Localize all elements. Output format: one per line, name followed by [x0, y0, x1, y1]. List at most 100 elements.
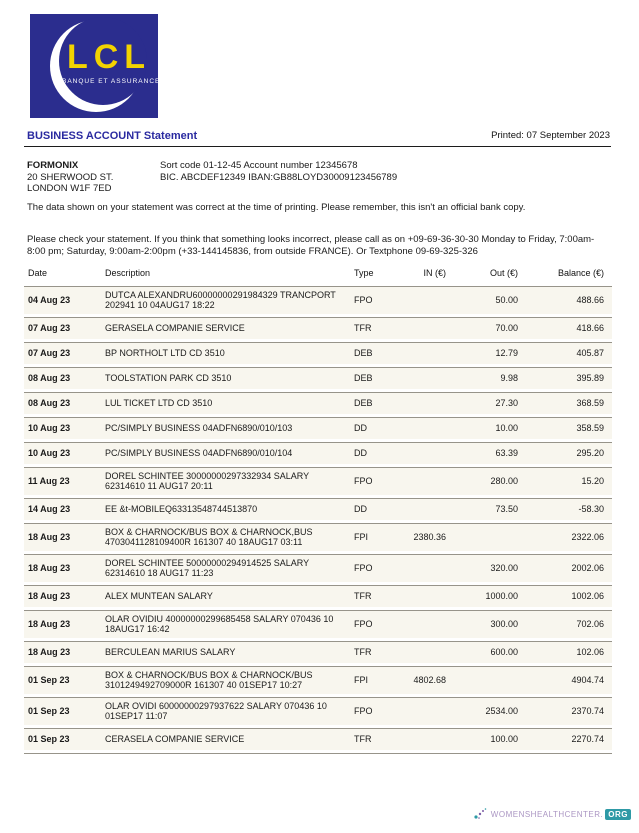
cell-description: EE &t-MOBILEQ63313548744513870 [105, 503, 258, 514]
table-row: 07 Aug 23 BP NORTHOLT LTD CD 3510 DEB 12.79… [24, 341, 612, 364]
cell-out: 300.00 [490, 618, 518, 629]
cell-balance: 702.06 [576, 618, 604, 629]
cell-out: 27.30 [495, 397, 518, 408]
cell-description: GERASELA COMPANIE SERVICE [105, 322, 245, 333]
cell-balance: -58.30 [578, 503, 604, 514]
table-header: Date Description Type IN (€) Out (€) Bal… [24, 268, 612, 286]
cell-balance: 395.89 [576, 372, 604, 383]
cell-date: 18 Aug 23 [28, 618, 71, 629]
cell-type: FPO [354, 475, 373, 486]
column-header-description: Description [105, 268, 151, 278]
cell-date: 07 Aug 23 [28, 322, 71, 333]
cell-out: 280.00 [490, 475, 518, 486]
lcl-logo: LCL BANQUE ET ASSURANCE [30, 14, 158, 118]
cell-date: 18 Aug 23 [28, 590, 71, 601]
cell-out: 70.00 [495, 322, 518, 333]
header-divider [24, 146, 611, 147]
cell-date: 10 Aug 23 [28, 422, 71, 433]
cell-out: 50.00 [495, 294, 518, 305]
cell-type: FPO [354, 562, 373, 573]
table-row: 18 Aug 23 ALEX MUNTEAN SALARY TFR 1000.00 10… [24, 584, 612, 607]
table-bottom-divider [24, 752, 612, 754]
cell-description: BOX & CHARNOCK/BUS BOX & CHARNOCK/BUS 31… [105, 669, 313, 691]
table-row: 14 Aug 23 EE &t-MOBILEQ63313548744513870 D… [24, 497, 612, 520]
transactions-table: Date Description Type IN (€) Out (€) Bal… [24, 268, 612, 754]
cell-balance: 2002.06 [571, 562, 604, 573]
cell-description: OLAR OVIDIU 40000000299685458 SALARY 070… [105, 613, 334, 635]
cell-balance: 488.66 [576, 294, 604, 305]
cell-date: 07 Aug 23 [28, 347, 71, 358]
cell-date: 01 Sep 23 [28, 674, 70, 685]
lcl-logo-tagline: BANQUE ET ASSURANCE [62, 78, 158, 85]
cell-balance: 368.59 [576, 397, 604, 408]
customer-name: FORMONIX [27, 160, 79, 171]
cell-balance: 2322.06 [571, 531, 604, 542]
cell-date: 18 Aug 23 [28, 531, 71, 542]
footer-brand: WOMENSHEALTHCENTER. ORG [473, 807, 631, 821]
column-header-out: Out (€) [489, 268, 518, 278]
page-title: BUSINESS ACCOUNT Statement [27, 130, 198, 142]
lcl-logo-text: LCL [66, 38, 152, 76]
cell-date: 14 Aug 23 [28, 503, 71, 514]
table-row: 01 Sep 23 OLAR OVIDI 60000000297937622 SA… [24, 696, 612, 725]
cell-type: FPO [354, 705, 373, 716]
cell-description: DUTCA ALEXANDRU60000000291984329 TRANCPO… [105, 289, 336, 311]
cell-type: TFR [354, 590, 372, 601]
cell-type: DEB [354, 372, 373, 383]
help-text: Please check your statement. If you thin… [27, 234, 595, 257]
cell-date: 01 Sep 23 [28, 733, 70, 744]
column-header-date: Date [28, 268, 48, 278]
lcl-crescent-icon [30, 14, 158, 118]
cell-description: TOOLSTATION PARK CD 3510 [105, 372, 232, 383]
cell-description: DOREL SCHINTEE 50000000294914525 SALARY … [105, 557, 309, 579]
table-row: 04 Aug 23 DUTCA ALEXANDRU6000000029198432… [24, 285, 612, 314]
cell-out: 9.98 [500, 372, 518, 383]
cell-description: DOREL SCHINTEE 30000000297332934 SALARY … [105, 470, 309, 492]
cell-type: FPO [354, 618, 373, 629]
cell-description: PC/SIMPLY BUSINESS 04ADFN6890/010/103 [105, 422, 293, 433]
cell-balance: 405.87 [576, 347, 604, 358]
cell-date: 11 Aug 23 [28, 475, 70, 486]
cell-type: FPI [354, 674, 369, 685]
footer-org-badge: ORG [605, 808, 631, 820]
account-sortcode-number: Sort code 01-12-45 Account number 123456… [160, 160, 358, 171]
cell-type: DD [354, 447, 367, 458]
printed-date: Printed: 07 September 2023 [491, 130, 610, 141]
cell-balance: 358.59 [576, 422, 604, 433]
table-row: 10 Aug 23 PC/SIMPLY BUSINESS 04ADFN6890/0… [24, 441, 612, 464]
cell-balance: 4904.74 [571, 674, 604, 685]
cell-balance: 15.20 [581, 475, 604, 486]
cell-balance: 2270.74 [571, 733, 604, 744]
cell-description: BP NORTHOLT LTD CD 3510 [105, 347, 225, 358]
table-row: 18 Aug 23 OLAR OVIDIU 40000000299685458 S… [24, 609, 612, 638]
cell-out: 73.50 [495, 503, 518, 514]
sparkle-icon [473, 807, 489, 821]
cell-date: 04 Aug 23 [28, 294, 71, 305]
customer-address-line1: 20 SHERWOOD ST. [27, 171, 114, 183]
table-row: 01 Sep 23 BOX & CHARNOCK/BUS BOX & CHARNO… [24, 665, 612, 694]
cell-balance: 418.66 [576, 322, 604, 333]
cell-date: 10 Aug 23 [28, 447, 71, 458]
column-header-balance: Balance (€) [557, 268, 604, 278]
cell-type: DD [354, 422, 367, 433]
account-details-block: Sort code 01-12-45 Account number 123456… [160, 160, 397, 183]
table-row: 18 Aug 23 DOREL SCHINTEE 5000000029491452… [24, 553, 612, 582]
cell-balance: 295.20 [576, 447, 604, 458]
table-row: 11 Aug 23 DOREL SCHINTEE 3000000029733293… [24, 466, 612, 495]
account-bic-iban: BIC. ABCDEF12349 IBAN:GB88LOYD3000912345… [160, 171, 398, 183]
table-row: 08 Aug 23 TOOLSTATION PARK CD 3510 DEB 9.98… [24, 366, 612, 389]
table-row: 10 Aug 23 PC/SIMPLY BUSINESS 04ADFN6890/0… [24, 416, 612, 439]
cell-out: 320.00 [490, 562, 518, 573]
cell-description: LUL TICKET LTD CD 3510 [105, 397, 213, 408]
cell-type: DEB [354, 347, 373, 358]
column-header-in: IN (€) [423, 268, 447, 278]
cell-out: 63.39 [495, 447, 518, 458]
customer-address-line2: LONDON W1F 7ED [27, 183, 112, 194]
cell-description: PC/SIMPLY BUSINESS 04ADFN6890/010/104 [105, 447, 293, 458]
cell-out: 600.00 [490, 646, 518, 657]
table-row: 08 Aug 23 LUL TICKET LTD CD 3510 DEB 27.30 3… [24, 391, 612, 414]
cell-balance: 2370.74 [571, 705, 604, 716]
cell-type: TFR [354, 646, 372, 657]
cell-description: ALEX MUNTEAN SALARY [105, 590, 213, 601]
